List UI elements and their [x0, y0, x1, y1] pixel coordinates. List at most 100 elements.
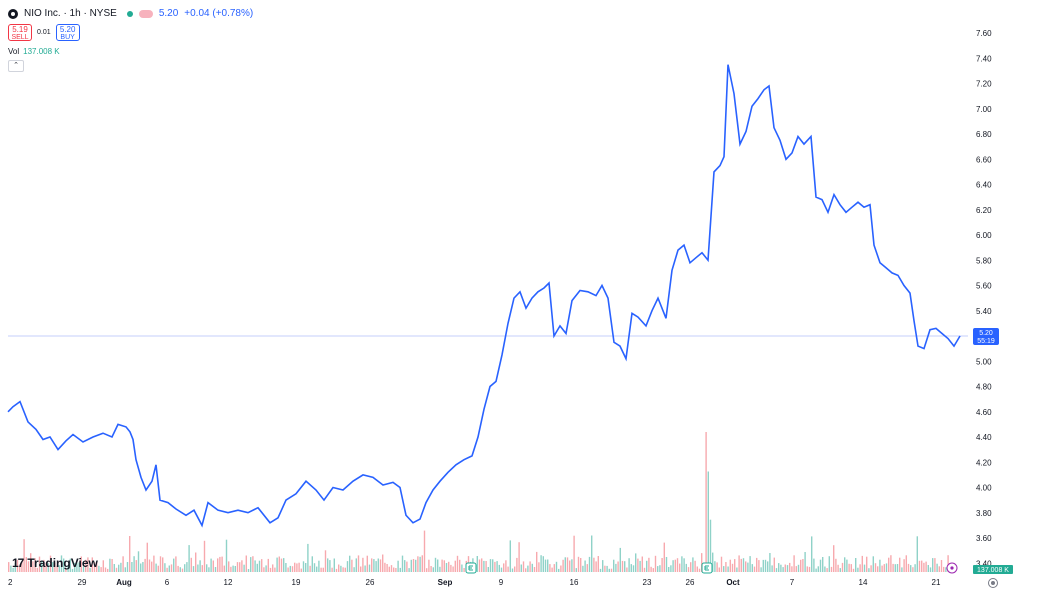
volume-bar	[828, 556, 830, 572]
volume-bar	[591, 535, 593, 572]
volume-bar	[85, 559, 87, 572]
volume-bar	[707, 471, 709, 572]
volume-bar	[637, 558, 639, 572]
volume-bar	[538, 562, 540, 572]
volume-bar	[423, 530, 426, 572]
volume-bar	[322, 567, 324, 572]
x-tick-label: 16	[570, 578, 579, 587]
volume-bar	[511, 568, 514, 572]
volume-bar	[588, 556, 591, 572]
y-tick-label: 4.00	[976, 484, 992, 493]
earnings-icon[interactable]	[465, 562, 477, 574]
chart-legend: NIO Inc. · 1h · NYSE 5.20 +0.04 (+0.78%)…	[8, 8, 253, 72]
volume-bar	[89, 567, 91, 572]
volume-bar	[615, 563, 617, 572]
volume-bar	[500, 567, 503, 572]
volume-bar	[936, 563, 938, 572]
time-axis[interactable]: 2 29 Aug 6 12 19 26 Sep 9 16 23 26 Oct 7 14 21	[8, 578, 941, 587]
dividend-icon[interactable]	[946, 562, 958, 574]
volume-bar	[907, 563, 910, 572]
sell-button[interactable]: 5.19 SELL	[8, 24, 32, 41]
volume-bar	[604, 565, 606, 572]
volume-bar	[863, 564, 866, 572]
trade-row: 5.19 SELL 0.01 5.20 BUY	[8, 24, 253, 41]
volume-bar	[476, 556, 478, 572]
volume-bar	[428, 559, 430, 572]
volume-bar	[945, 567, 947, 572]
y-tick-label: 5.60	[976, 282, 992, 291]
volume-bar	[888, 557, 890, 572]
volume-bar	[175, 556, 177, 572]
volume-bar	[43, 559, 45, 572]
earnings-icon[interactable]	[701, 562, 713, 574]
volume-bar	[21, 561, 23, 572]
volume-bar	[938, 566, 940, 572]
flag-icon[interactable]	[138, 9, 153, 18]
tradingview-logo[interactable]: 17 TradingView	[12, 556, 98, 570]
volume-bar	[701, 553, 703, 572]
buy-button[interactable]: 5.20 BUY	[55, 24, 80, 41]
x-tick-label: 26	[686, 578, 695, 587]
volume-bar	[219, 556, 221, 572]
tradingview-logo-text: TradingView	[27, 556, 98, 570]
y-tick-label: 6.40	[976, 181, 992, 190]
volume-bar	[522, 561, 525, 572]
volume-bar	[921, 560, 923, 572]
volume-bar	[298, 562, 300, 572]
price-axis[interactable]: 7.60 7.40 7.20 7.00 6.80 6.60 6.40 6.20 6.00 5.80…	[976, 29, 992, 568]
volume-bar	[78, 562, 80, 572]
volume-bar	[670, 565, 672, 572]
volume-bar	[432, 567, 434, 572]
symbol-row: NIO Inc. · 1h · NYSE 5.20 +0.04 (+0.78%)	[8, 8, 253, 19]
volume-bar	[201, 565, 203, 572]
volume-bar	[419, 556, 421, 572]
volume-bar	[905, 555, 907, 572]
volume-bar	[775, 568, 778, 572]
volume-bar	[850, 564, 852, 572]
volume-bar	[531, 563, 533, 572]
volume-bar	[894, 564, 896, 572]
volume-bar	[749, 556, 751, 572]
volume-bar	[118, 564, 120, 572]
volume-bar	[417, 556, 419, 572]
volume-bar	[681, 556, 683, 572]
y-tick-label: 6.00	[976, 231, 992, 240]
volume-bar	[899, 557, 901, 572]
volume-bar	[723, 566, 725, 572]
volume-bar	[250, 557, 252, 572]
volume-bar	[225, 539, 228, 572]
volume-bar	[866, 556, 868, 572]
volume-bar	[19, 565, 21, 572]
volume-bar	[274, 567, 276, 572]
gear-icon[interactable]	[988, 578, 998, 588]
volume-bar	[47, 563, 49, 572]
volume-bar	[485, 561, 487, 572]
volume-bar	[690, 562, 692, 572]
volume-bar	[692, 557, 694, 572]
volume-bar	[569, 560, 571, 572]
volume-bar	[412, 559, 415, 572]
volume-bar	[716, 562, 718, 572]
volume-bar	[738, 555, 740, 572]
symbol-title[interactable]: NIO Inc. · 1h · NYSE	[24, 8, 117, 19]
volume-bar	[496, 561, 498, 572]
volume-bar	[190, 557, 192, 572]
volume-bar	[767, 561, 769, 572]
buy-price: 5.20	[59, 25, 76, 34]
x-tick-label: 6	[165, 578, 170, 587]
volume-bar	[837, 564, 839, 572]
volume-bar	[478, 559, 481, 572]
volume-bar	[773, 557, 775, 572]
volume-bar	[353, 567, 355, 572]
volume-bar	[846, 559, 848, 572]
volume-bar	[760, 567, 762, 572]
volume-label[interactable]: Vol	[8, 47, 20, 56]
collapse-legend-button[interactable]: ⌃	[8, 60, 24, 72]
volume-bar	[434, 557, 437, 572]
volume-bar	[316, 566, 318, 572]
volume-bar	[487, 567, 489, 572]
nio-logo-icon	[8, 8, 18, 19]
y-tick-label: 6.20	[976, 206, 992, 215]
volume-bar	[410, 559, 412, 572]
